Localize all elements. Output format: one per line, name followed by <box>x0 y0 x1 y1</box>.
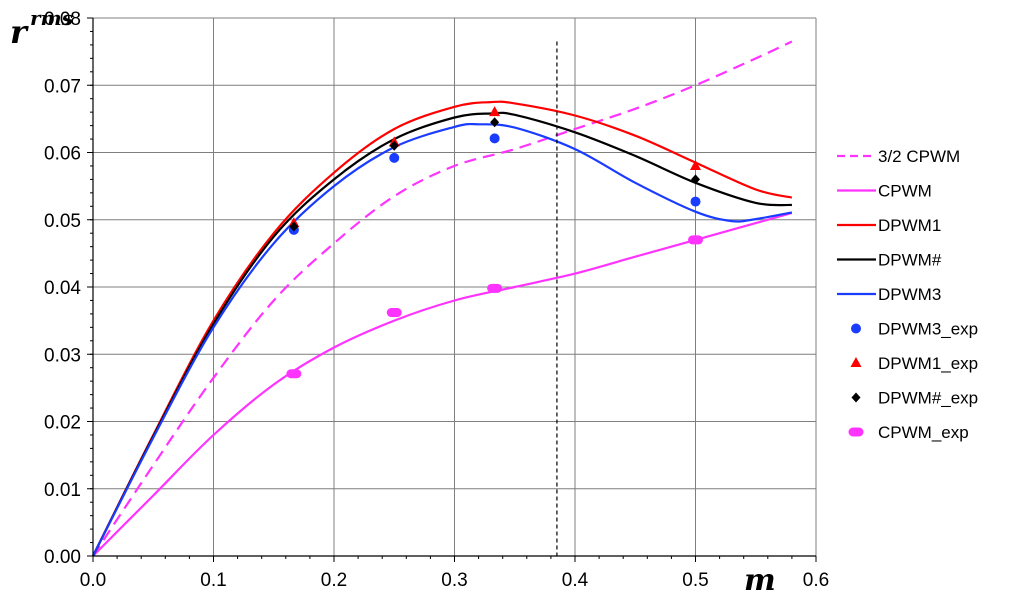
legend-item-3-2-cpwm: 3/2 CPWM <box>837 147 960 166</box>
legend-item-cpwm-exp: CPWM_exp <box>848 423 969 442</box>
legend-label: DPWM1_exp <box>878 354 978 373</box>
grid <box>93 17 817 556</box>
x-axis-label: m <box>744 563 776 598</box>
minor-ticks <box>90 17 817 559</box>
y-tick-label: 0.01 <box>44 480 81 501</box>
data-point-dpwm1-exp <box>690 159 701 170</box>
x-tick-label: 0.6 <box>803 570 829 591</box>
data-point-dpwm-exp <box>691 174 700 185</box>
data-point-cpwm-exp <box>487 283 503 293</box>
x-tick-label: 0.4 <box>562 570 589 591</box>
y-tick-label: 0.00 <box>44 547 81 568</box>
legend-item-cpwm: CPWM <box>837 182 932 201</box>
y-tick-label: 0.02 <box>44 413 81 434</box>
tick-labels: 0.0 0.1 0.2 0.3 0.4 0.5 0.6 0.00 0.01 0.02 0.03 0.0… <box>44 9 829 591</box>
legend-label: DPWM3 <box>878 285 941 304</box>
y-tick-label: 0.03 <box>44 345 81 366</box>
legend-swatch <box>848 427 864 437</box>
axes <box>87 17 817 562</box>
y-axis-label: r <box>10 13 29 51</box>
data-point-dpwm-exp <box>389 140 399 151</box>
x-tick-label: 0.3 <box>441 570 467 591</box>
legend-item-dpwm3-exp: DPWM3_exp <box>851 320 978 339</box>
legend-swatch <box>851 392 861 403</box>
y-tick-label: 0.04 <box>44 278 81 299</box>
legend-item-dpwm1-exp: DPWM1_exp <box>850 354 978 373</box>
legend-label: DPWM# <box>878 251 942 270</box>
series-line-dpwm <box>92 111 792 557</box>
legend-label: 3/2 CPWM <box>878 147 960 166</box>
data-point-cpwm-exp <box>386 308 402 318</box>
data-point-dpwm3-exp <box>489 133 500 144</box>
legend-label: DPWM#_exp <box>878 389 978 408</box>
legend-item-dpwm3: DPWM3 <box>837 285 941 304</box>
legend-item-dpwm1: DPWM1 <box>837 216 941 235</box>
legend-item-dpwm-exp: DPWM#_exp <box>851 389 978 408</box>
legend-swatch <box>851 323 861 334</box>
series-line-cpwm <box>92 211 793 557</box>
legend-item-dpwm: DPWM# <box>837 251 942 270</box>
x-tick-label: 0.0 <box>80 570 106 591</box>
data-point-cpwm-exp <box>688 235 703 245</box>
x-tick-label: 0.1 <box>200 570 226 591</box>
data-point-dpwm1-exp <box>489 106 501 117</box>
x-tick-label: 0.2 <box>321 570 347 591</box>
data-point-dpwm-exp <box>490 117 500 128</box>
legend-swatch <box>850 357 862 367</box>
legend-label: CPWM_exp <box>878 423 969 442</box>
y-tick-label: 0.05 <box>44 211 81 232</box>
legend: 3/2 CPWM CPWM DPWM1 DPWM# DPWM3 DPWM3_exp DPWM… <box>837 147 978 442</box>
series-points-dpwm-exp <box>289 117 700 232</box>
series-line-dpwm1 <box>92 100 793 557</box>
y-axis-label-superscript: rms <box>30 6 73 30</box>
y-tick-label: 0.08 <box>44 9 81 30</box>
data-point-dpwm-exp <box>289 221 299 232</box>
x-tick-label: 0.5 <box>682 570 708 591</box>
series-points-cpwm-exp <box>286 235 703 379</box>
legend-label: DPWM1 <box>878 216 941 235</box>
series-layer <box>92 40 793 557</box>
legend-label: DPWM3_exp <box>878 320 978 339</box>
series-line-3-2-cpwm <box>92 40 793 557</box>
series-line-dpwm3 <box>92 122 793 557</box>
legend-label: CPWM <box>878 182 932 201</box>
y-tick-label: 0.06 <box>44 144 81 165</box>
y-tick-label: 0.07 <box>44 76 81 97</box>
data-point-cpwm-exp <box>286 369 302 379</box>
data-point-dpwm3-exp <box>690 196 701 207</box>
data-point-dpwm3-exp <box>389 152 400 163</box>
